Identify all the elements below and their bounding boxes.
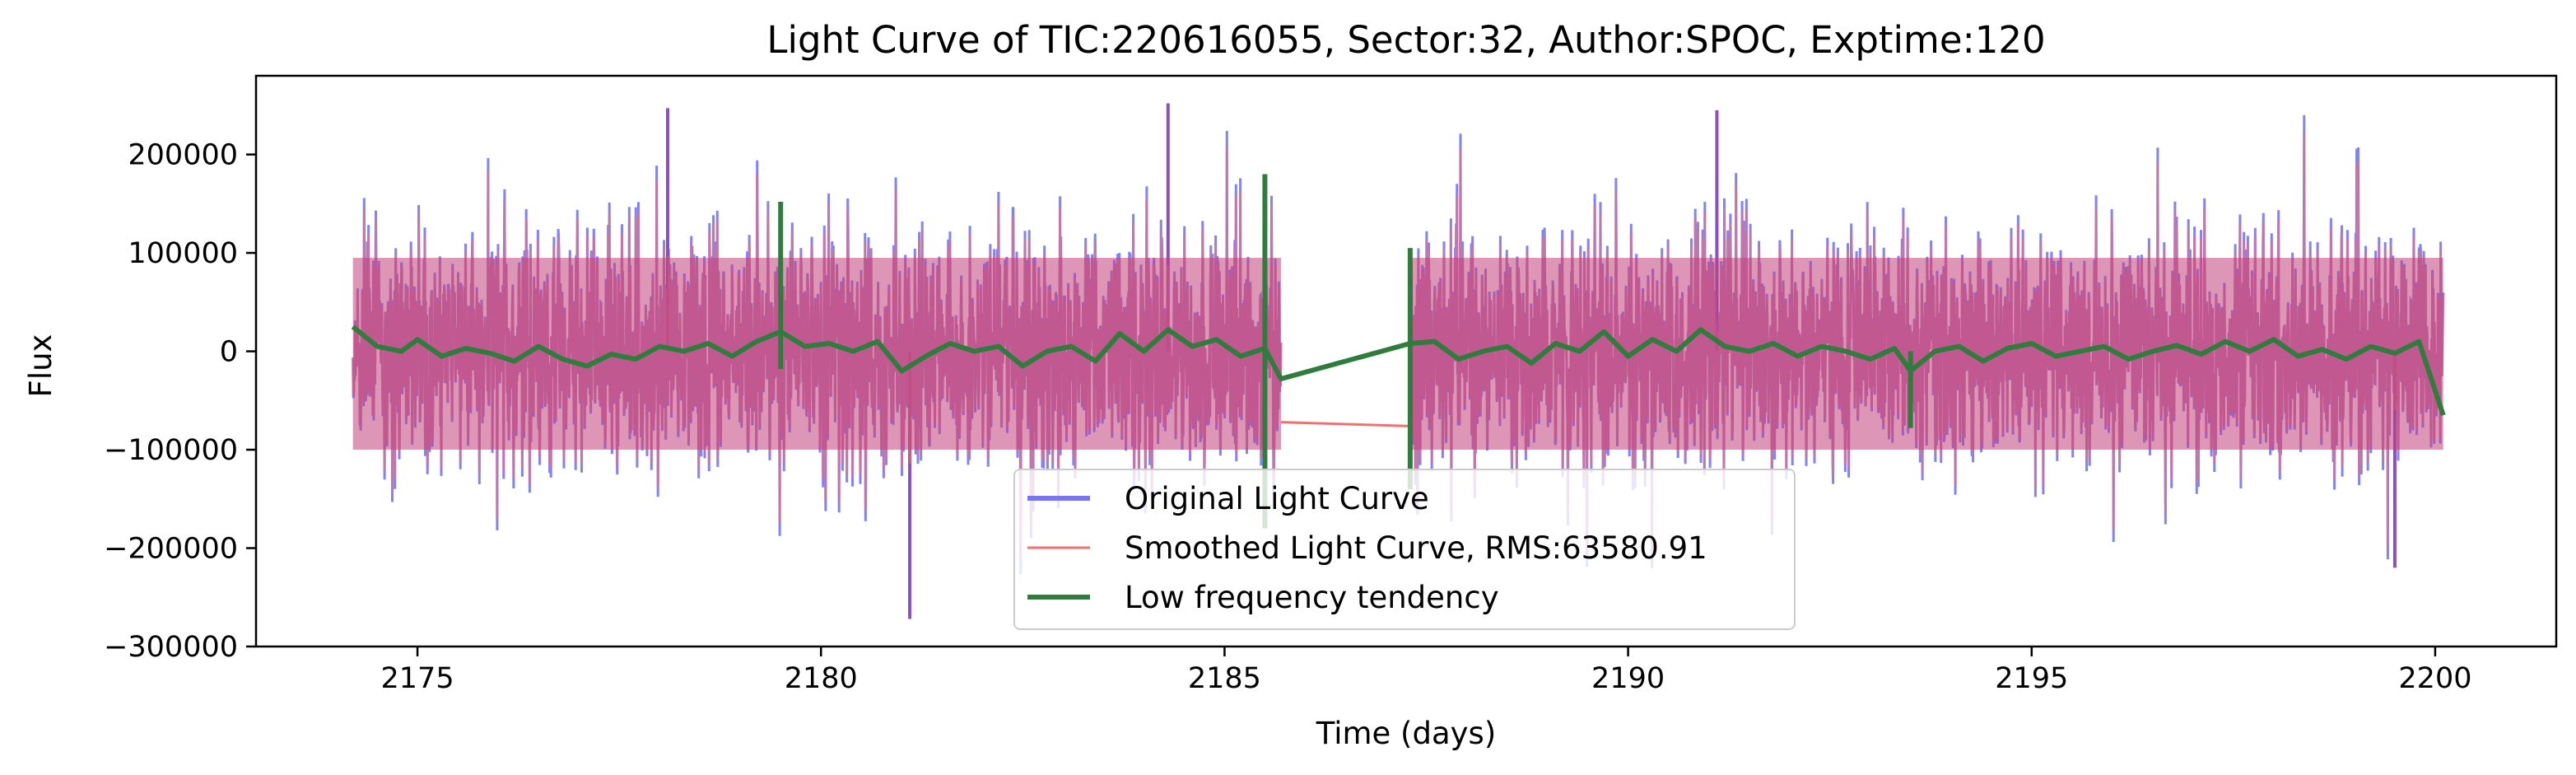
x-tick-label: 2200 [2398, 662, 2471, 695]
legend-box [1013, 469, 1796, 630]
light-curve-density-band [1409, 258, 2443, 451]
chart-title: Light Curve of TIC:220616055, Sector:32,… [766, 18, 2045, 62]
x-tick-label: 2190 [1591, 662, 1665, 695]
light-curve-density-band [352, 258, 1282, 451]
x-tick-label: 2175 [381, 662, 454, 695]
low-frequency-tendency-line [351, 324, 2446, 417]
x-tick-label: 2185 [1188, 662, 1261, 695]
legend-label: Low frequency tendency [1125, 580, 1499, 615]
y-tick-label: −100000 [104, 434, 238, 467]
axis-ticks: 2175 2180 2185 2190 2195 2200 −300000 −200000 −1… [104, 139, 2471, 695]
y-tick-label: 0 [220, 336, 238, 369]
x-axis-label: Time (days) [1316, 716, 1497, 751]
y-axis-label: Flux [23, 334, 58, 398]
legend: Original Light Curve Smoothed Light Curve… [1013, 469, 1796, 630]
y-tick-label: −300000 [104, 631, 238, 664]
y-tick-label: −200000 [104, 533, 238, 566]
y-tick-label: 100000 [128, 237, 238, 270]
x-tick-label: 2195 [1995, 662, 2068, 695]
legend-label: Smoothed Light Curve, RMS:63580.91 [1125, 530, 1707, 566]
smoothed-gap-line [1280, 421, 1410, 427]
legend-label: Original Light Curve [1125, 481, 1429, 516]
plot-frame [254, 74, 2558, 648]
y-tick-label: 200000 [128, 139, 238, 172]
plot-area [351, 103, 2446, 619]
x-tick-label: 2180 [785, 662, 858, 695]
